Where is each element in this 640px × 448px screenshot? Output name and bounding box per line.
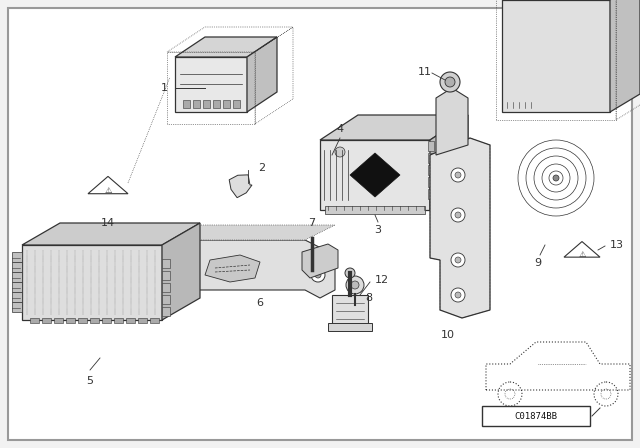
Text: ⚠: ⚠ [104,185,112,194]
Circle shape [345,268,355,278]
Polygon shape [247,37,277,112]
Bar [305,263,319,268]
Polygon shape [229,175,252,198]
Bar [138,318,147,323]
Polygon shape [610,0,640,112]
Bar [78,318,87,323]
Bar [325,206,425,214]
Polygon shape [320,115,468,140]
Circle shape [553,175,559,181]
Polygon shape [22,223,200,245]
Polygon shape [350,153,400,197]
Bar [12,272,22,282]
Bar [162,271,170,280]
Text: 14: 14 [101,218,115,228]
Bar [30,318,39,323]
Text: 8: 8 [365,293,372,303]
Bar [90,318,99,323]
Polygon shape [88,177,128,194]
Circle shape [351,281,359,289]
Polygon shape [436,88,468,155]
Polygon shape [155,240,335,298]
Circle shape [451,168,465,182]
Circle shape [440,72,460,92]
Bar [114,318,123,323]
Circle shape [451,253,465,267]
Bar [482,406,590,426]
Circle shape [335,147,345,157]
Bar [332,295,368,325]
Circle shape [455,172,461,178]
Text: 13: 13 [610,240,624,250]
Polygon shape [162,223,200,320]
Circle shape [445,77,455,87]
Circle shape [346,276,364,294]
Bar [162,283,170,292]
Polygon shape [430,138,490,318]
Bar [162,307,170,316]
Text: 9: 9 [534,258,541,268]
Bar [193,100,200,108]
Text: 12: 12 [375,275,389,285]
Text: 6: 6 [257,298,264,308]
Bar [183,100,190,108]
Text: 5: 5 [86,376,93,386]
Bar [428,153,434,163]
Polygon shape [175,57,247,112]
Bar [150,318,159,323]
Bar [12,262,22,272]
Polygon shape [430,115,468,210]
Bar [223,100,230,108]
Bar [12,282,22,292]
Bar [12,252,22,262]
Text: 3: 3 [374,225,381,235]
Bar [162,259,170,268]
Bar [66,318,75,323]
Bar [428,177,434,187]
Bar [328,323,372,331]
Text: C01874BB: C01874BB [515,412,557,421]
Circle shape [451,288,465,302]
Bar [102,318,111,323]
Circle shape [455,292,461,298]
Bar [42,318,51,323]
Polygon shape [320,140,430,210]
Circle shape [451,208,465,222]
Circle shape [455,212,461,218]
Circle shape [311,268,325,282]
Bar [162,295,170,304]
Circle shape [315,272,321,278]
Polygon shape [302,244,338,278]
Bar [54,318,63,323]
Polygon shape [502,0,610,112]
Polygon shape [175,37,277,57]
Polygon shape [205,255,260,282]
Text: 10: 10 [441,330,455,340]
Text: 2: 2 [258,163,265,173]
Bar [203,100,210,108]
Bar [428,189,434,199]
Bar [12,302,22,312]
Bar [12,292,22,302]
Polygon shape [155,225,335,240]
Bar [213,100,220,108]
Circle shape [455,257,461,263]
Polygon shape [22,245,162,320]
Text: ⚠: ⚠ [579,250,586,258]
Text: 4: 4 [337,124,344,134]
Text: 11: 11 [418,67,432,77]
Bar [307,270,317,276]
Circle shape [169,245,175,251]
Bar [428,165,434,175]
Bar [233,100,240,108]
Text: 1: 1 [161,83,168,93]
Polygon shape [564,241,600,257]
Circle shape [165,241,179,255]
Bar [126,318,135,323]
Text: 7: 7 [308,218,316,228]
Bar [428,141,434,151]
